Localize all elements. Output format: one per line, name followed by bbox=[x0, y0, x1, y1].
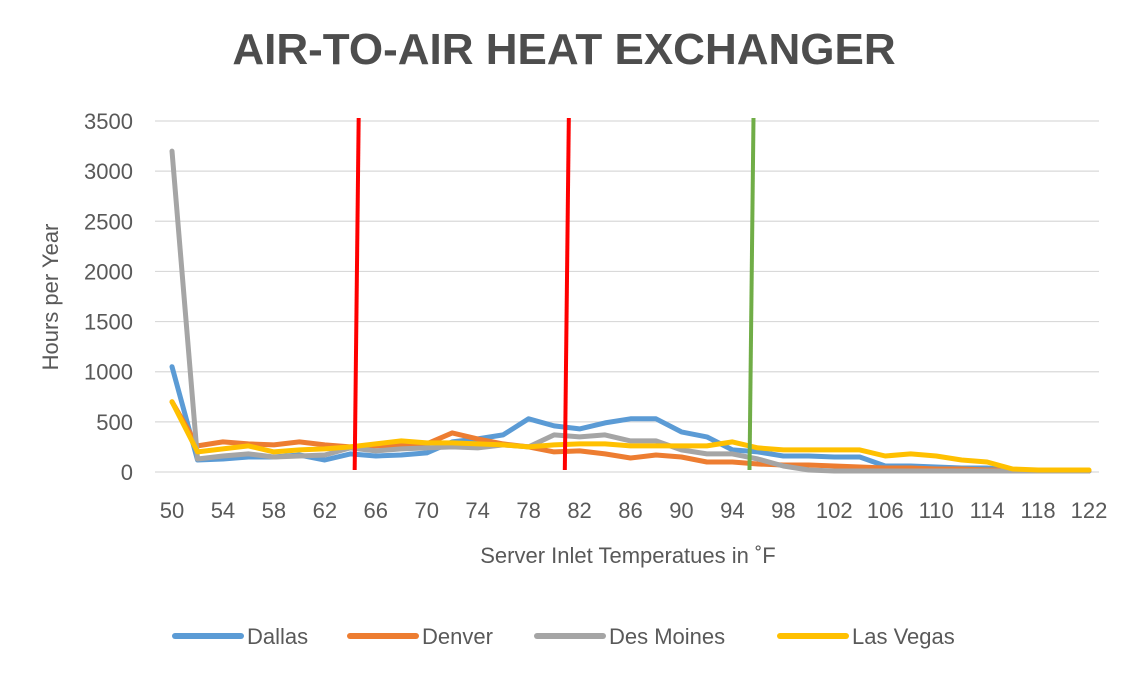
x-tick-label: 50 bbox=[160, 498, 184, 523]
reference-lines bbox=[352, 117, 756, 471]
y-tick-label: 1000 bbox=[84, 360, 133, 385]
x-tick-label: 118 bbox=[1021, 498, 1056, 523]
chart-title: AIR-TO-AIR HEAT EXCHANGER bbox=[232, 25, 895, 74]
x-axis-title: Server Inlet Temperatues in ˚F bbox=[480, 543, 776, 568]
y-axis-title: Hours per Year bbox=[38, 224, 63, 371]
x-tick-label: 74 bbox=[465, 498, 489, 523]
x-axis-tick-labels: 50 54 58 62 66 70 74 78 82 86 90 94 98 102 106 110 114 11… bbox=[160, 498, 1108, 523]
series-lines bbox=[169, 148, 1092, 474]
reference-line-1 bbox=[352, 117, 361, 471]
legend: Dallas Denver Des Moines Las Vegas bbox=[172, 624, 955, 649]
x-tick-label: 66 bbox=[364, 498, 388, 523]
legend-label: Des Moines bbox=[609, 624, 725, 649]
x-tick-label: 62 bbox=[313, 498, 337, 523]
legend-label: Dallas bbox=[247, 624, 308, 649]
legend-item-denver: Denver bbox=[347, 624, 493, 649]
y-tick-label: 2000 bbox=[84, 259, 133, 284]
x-tick-label: 82 bbox=[567, 498, 591, 523]
reference-line-3 bbox=[747, 117, 756, 471]
y-tick-label: 500 bbox=[96, 410, 133, 435]
legend-label: Las Vegas bbox=[852, 624, 955, 649]
x-tick-label: 110 bbox=[919, 498, 954, 523]
x-tick-label: 114 bbox=[970, 498, 1005, 523]
legend-item-las-vegas: Las Vegas bbox=[777, 624, 955, 649]
gridlines bbox=[155, 120, 1099, 473]
legend-label: Denver bbox=[422, 624, 493, 649]
x-tick-label: 54 bbox=[211, 498, 235, 523]
x-tick-label: 98 bbox=[771, 498, 795, 523]
x-tick-label: 122 bbox=[1071, 498, 1108, 523]
reference-line-2 bbox=[562, 117, 571, 471]
x-tick-label: 102 bbox=[816, 498, 853, 523]
x-tick-label: 86 bbox=[618, 498, 642, 523]
series-line-des-moines bbox=[169, 148, 1092, 474]
x-tick-label: 106 bbox=[867, 498, 904, 523]
y-tick-label: 2500 bbox=[84, 209, 133, 234]
y-tick-label: 1500 bbox=[84, 310, 133, 335]
legend-item-des-moines: Des Moines bbox=[534, 624, 725, 649]
y-tick-label: 3000 bbox=[84, 159, 133, 184]
x-tick-label: 94 bbox=[720, 498, 744, 523]
y-tick-label: 3500 bbox=[84, 109, 133, 134]
x-tick-label: 58 bbox=[262, 498, 286, 523]
legend-item-dallas: Dallas bbox=[172, 624, 308, 649]
x-tick-label: 78 bbox=[516, 498, 540, 523]
x-tick-label: 70 bbox=[414, 498, 438, 523]
x-tick-label: 90 bbox=[669, 498, 693, 523]
y-axis-tick-labels: 0 500 1000 1500 2000 2500 3000 3500 bbox=[84, 109, 133, 485]
series-line-las-vegas bbox=[169, 399, 1092, 473]
y-tick-label: 0 bbox=[121, 460, 133, 485]
